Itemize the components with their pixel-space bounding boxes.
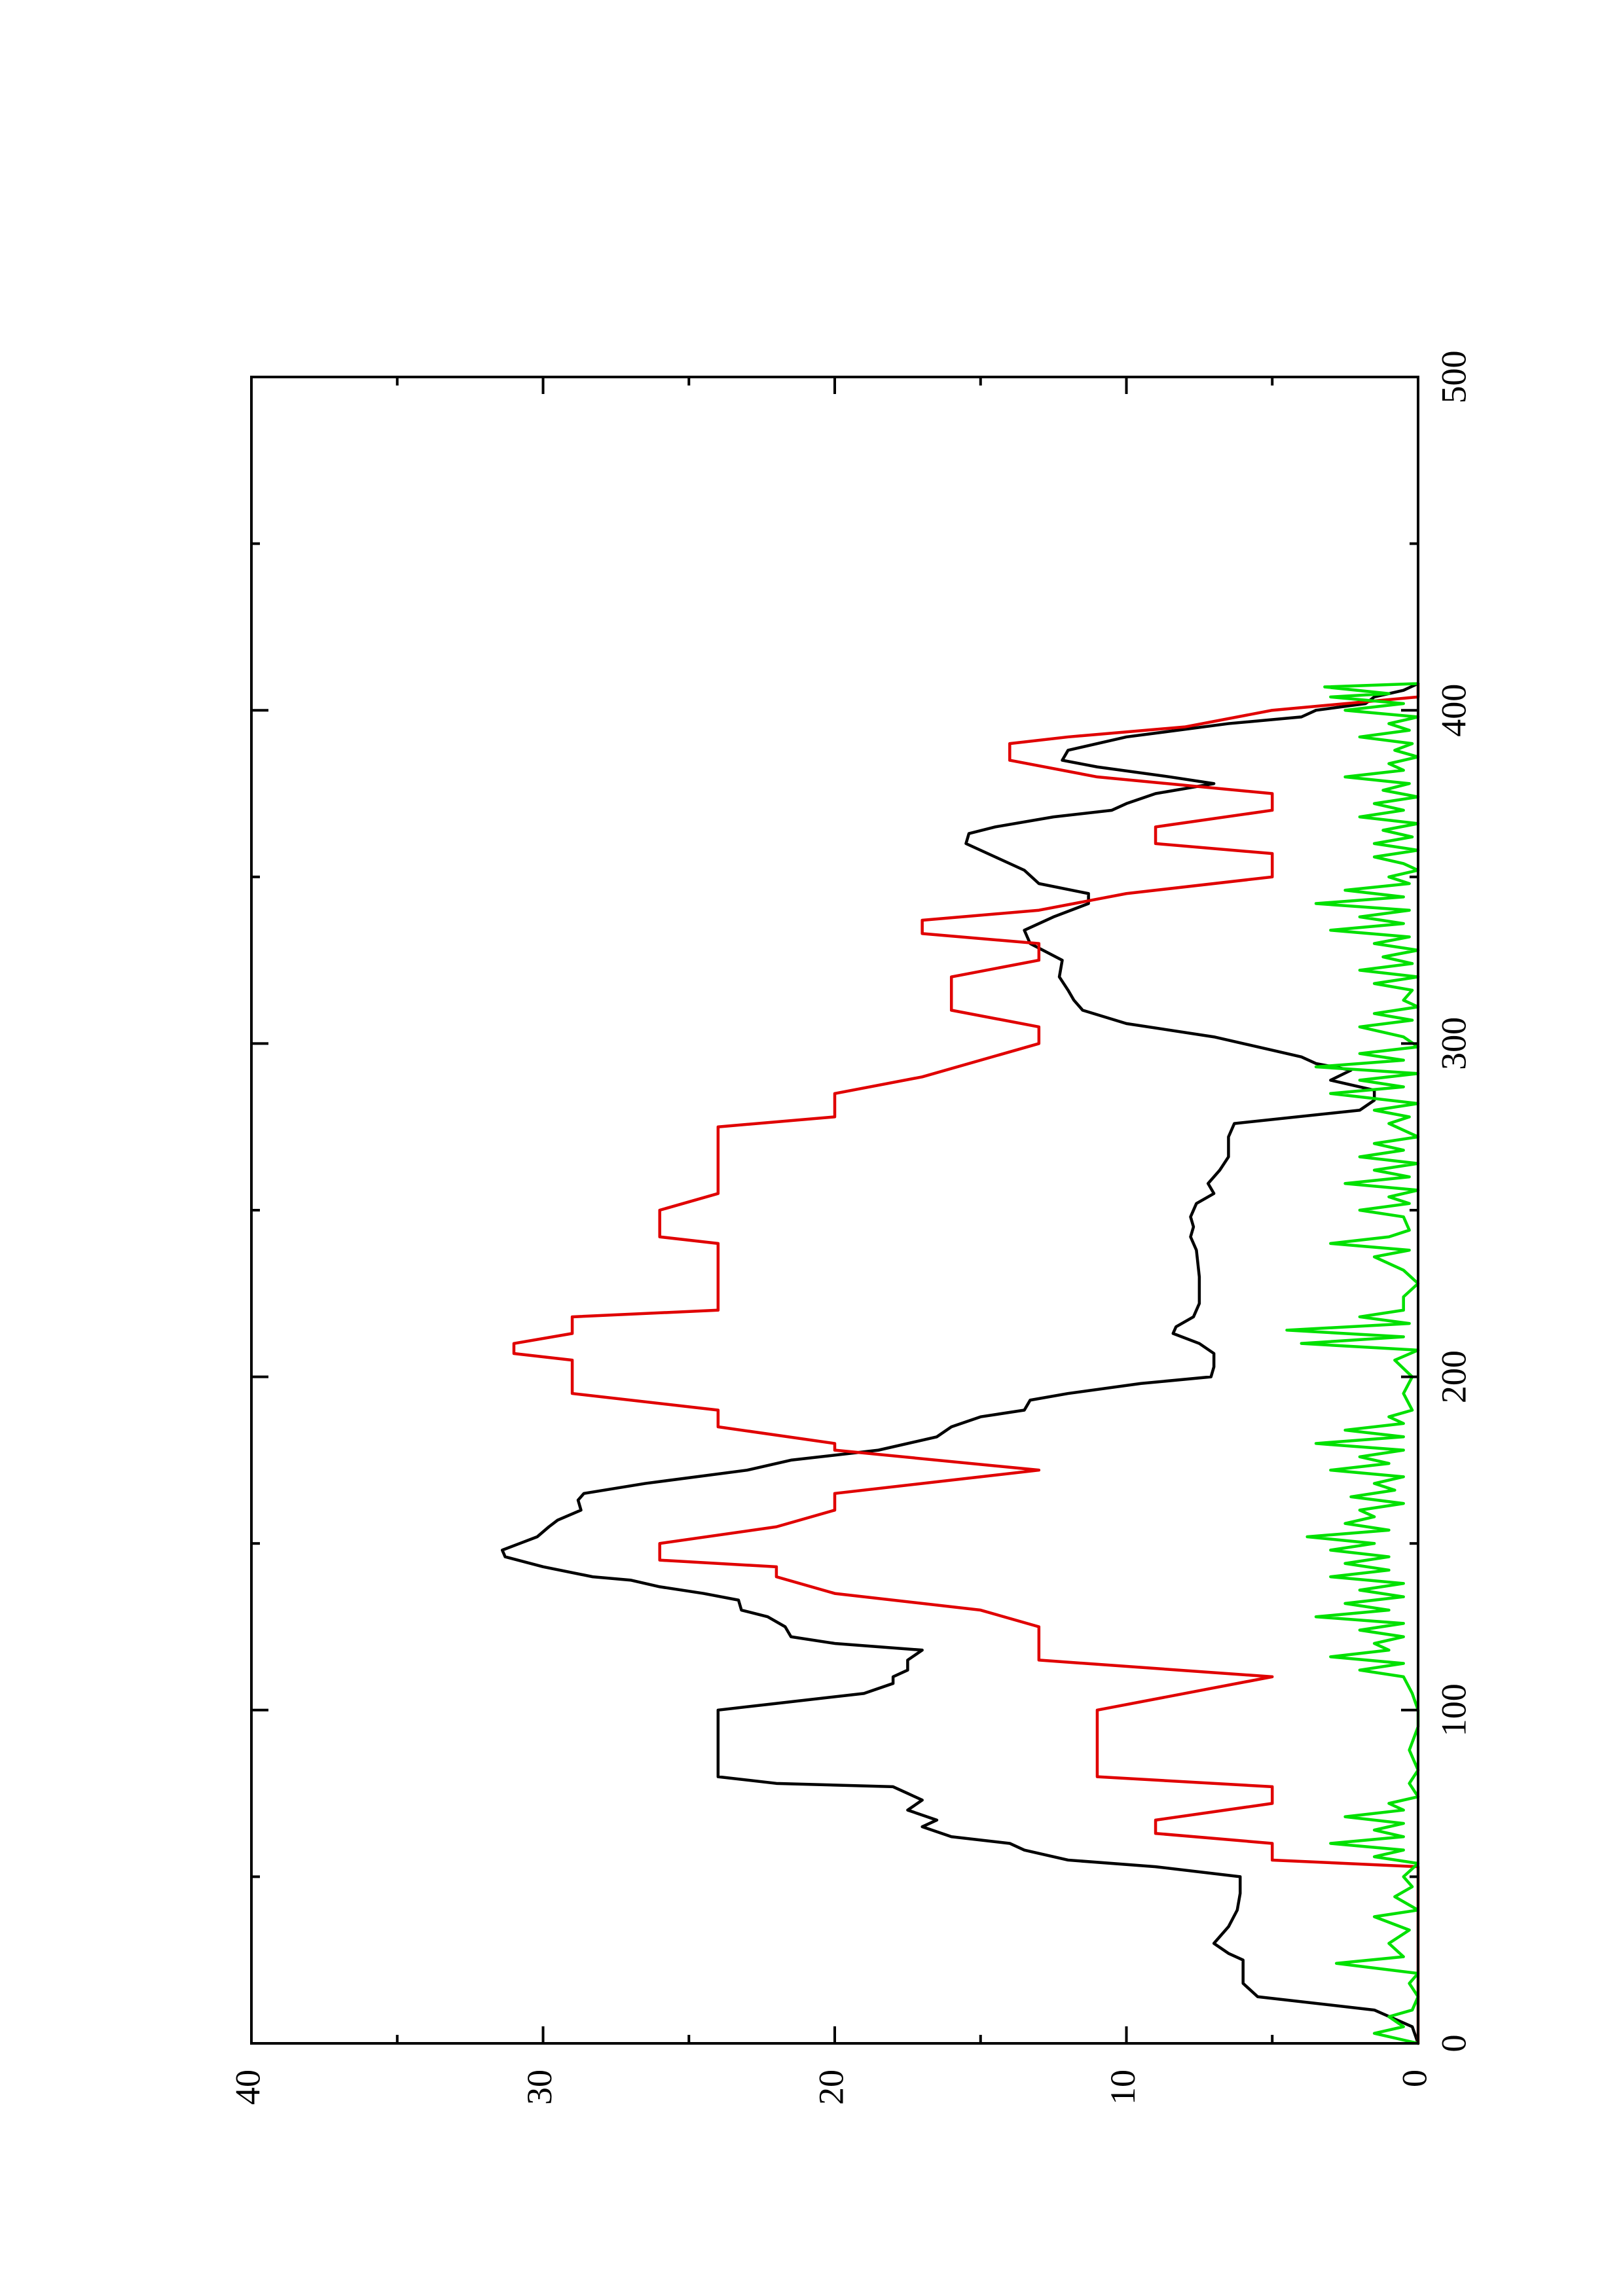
y-tick-label: 20 [811,2070,850,2105]
tick-layer [250,376,1419,2045]
series-line-1 [500,682,1420,2045]
series-line-3 [1285,682,1420,2045]
y-tick-label: 40 [228,2070,267,2105]
x-tick-label: 500 [1434,351,1473,404]
x-tick-label: 400 [1434,684,1473,737]
x-tick-label: 100 [1434,1683,1473,1736]
y-tick-label: 30 [520,2070,559,2105]
x-tick-label: 300 [1434,1017,1473,1070]
series-line-2 [512,682,1420,2045]
series-layer [500,682,1420,2045]
y-tick-label: 0 [1395,2070,1434,2087]
x-tick-label: 0 [1434,2035,1473,2053]
tick-label-layer: 0 100 200 300 400 500 0 10 20 30 40 [228,351,1473,2106]
x-tick-label: 200 [1434,1350,1473,1403]
y-tick-label: 10 [1103,2070,1142,2105]
